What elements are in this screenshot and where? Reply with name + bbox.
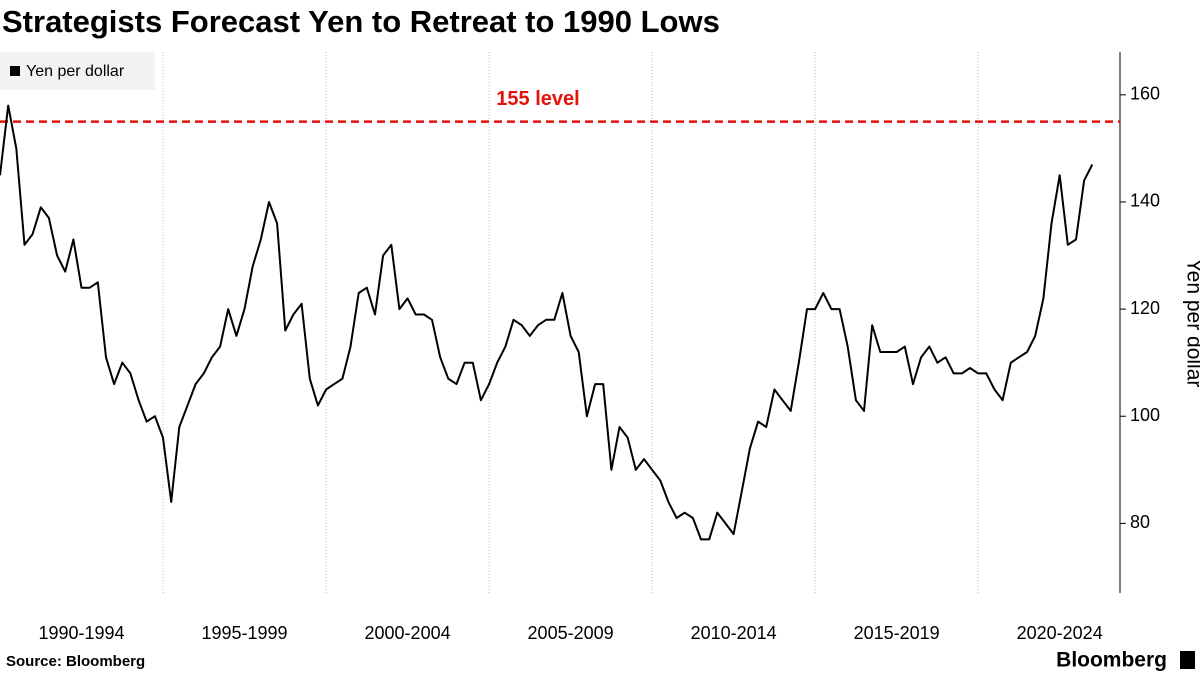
legend-label: Yen per dollar <box>26 63 125 80</box>
brand: Bloomberg <box>1056 649 1167 672</box>
x-tick-label: 2000-2004 <box>365 623 451 643</box>
chart-title: Strategists Forecast Yen to Retreat to 1… <box>2 4 720 39</box>
x-tick-label: 2020-2024 <box>1017 623 1103 643</box>
y-tick-label: 120 <box>1130 298 1160 318</box>
reference-label: 155 level <box>496 88 579 110</box>
y-tick-label: 100 <box>1130 405 1160 425</box>
legend-swatch <box>10 66 20 76</box>
y-axis-label: Yen per dollar <box>1182 259 1200 388</box>
legend-box <box>0 52 155 90</box>
line <box>0 104 1094 541</box>
y-tick-label: 160 <box>1130 84 1160 104</box>
y-tick-label: 140 <box>1130 191 1160 211</box>
x-tick-label: 1995-1999 <box>201 623 287 643</box>
x-tick-label: 2015-2019 <box>854 623 940 643</box>
x-tick-label: 1990-1994 <box>38 623 124 643</box>
brand-icon <box>1180 651 1195 669</box>
y-tick-label: 80 <box>1130 512 1150 532</box>
x-tick-label: 2010-2014 <box>691 623 777 643</box>
source: Source: Bloomberg <box>6 653 145 670</box>
x-tick-label: 2005-2009 <box>528 623 614 643</box>
